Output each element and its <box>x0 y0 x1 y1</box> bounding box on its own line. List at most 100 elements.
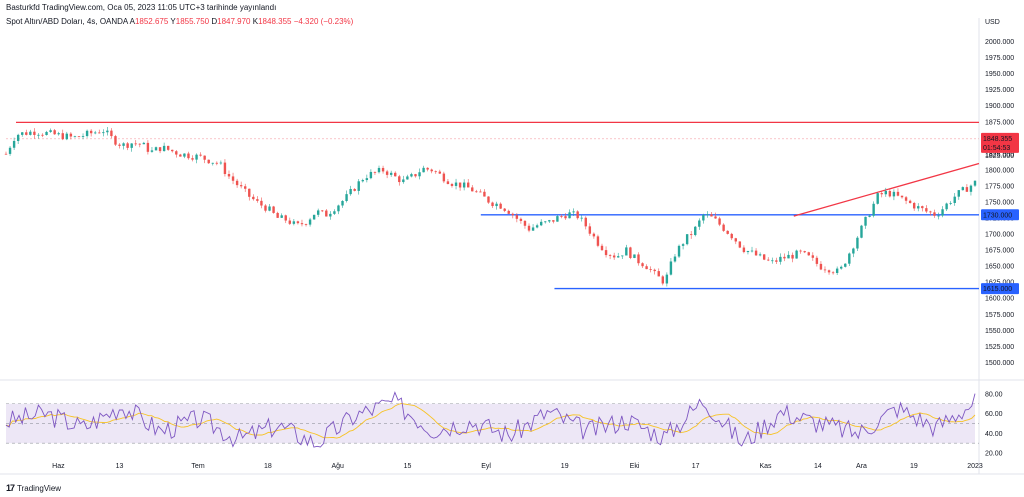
candle-body <box>458 182 462 188</box>
candle-body <box>73 136 77 138</box>
level-label-box <box>981 209 1019 221</box>
price-tick-label: 2000.000 <box>985 39 1014 46</box>
candle-body <box>799 250 802 252</box>
candle-body <box>81 136 85 137</box>
time-tick-label: 19 <box>561 463 569 470</box>
time-tick-label: 14 <box>814 463 822 470</box>
candle-body <box>357 181 360 191</box>
candle-body <box>37 134 40 136</box>
rsi-tick-label: 60.00 <box>985 411 1003 418</box>
time-tick-label: 15 <box>404 463 412 470</box>
candle-body <box>904 197 908 201</box>
candle-body <box>45 131 48 136</box>
candle-body <box>65 133 69 140</box>
candle-body <box>223 162 227 175</box>
candle-body <box>511 213 514 216</box>
candle-body <box>462 182 466 188</box>
time-tick-label: Kas <box>759 463 772 470</box>
candle-body <box>118 144 121 146</box>
candle-body <box>633 254 636 258</box>
candle-body <box>767 259 770 261</box>
candle-body <box>900 195 904 198</box>
candle-body <box>519 218 523 221</box>
price-tick-label: 1650.000 <box>985 264 1014 271</box>
candle-body <box>272 206 275 213</box>
candle-body <box>872 203 875 216</box>
candle-body <box>722 224 725 231</box>
candle-body <box>673 256 677 262</box>
candle-body <box>61 133 64 140</box>
candle-body <box>507 210 510 214</box>
candle-body <box>398 176 401 183</box>
candle-body <box>762 254 766 260</box>
candle-body <box>475 191 478 193</box>
candle-body <box>98 132 101 134</box>
candle-body <box>195 154 198 160</box>
price-tick-label: 1600.000 <box>985 296 1014 303</box>
candle-body <box>227 174 231 177</box>
candle-body <box>539 221 543 226</box>
candle-body <box>25 132 28 135</box>
candle-body <box>681 244 685 246</box>
candle-body <box>308 219 312 225</box>
candle-body <box>852 248 855 254</box>
candle-body <box>414 174 417 177</box>
candle-body <box>568 212 571 219</box>
time-tick-label: Haz <box>52 463 65 470</box>
candle-body <box>33 131 36 135</box>
candle-body <box>580 217 583 219</box>
price-tick-label: 1775.000 <box>985 183 1014 190</box>
candle-body <box>912 202 916 209</box>
candle-body <box>85 130 89 137</box>
time-tick-label: Eyl <box>481 463 491 470</box>
candle-body <box>937 215 940 217</box>
rsi-tick-label: 80.00 <box>985 391 1003 398</box>
candle-body <box>698 220 701 227</box>
candle-body <box>840 266 843 269</box>
candle-body <box>949 202 952 204</box>
candle-body <box>114 136 117 145</box>
candle-body <box>288 220 292 224</box>
candle-body <box>146 142 150 152</box>
candle-body <box>138 143 141 145</box>
candle-body <box>604 250 608 256</box>
candle-body <box>361 180 364 182</box>
candle-body <box>815 257 819 264</box>
candle-body <box>868 215 871 217</box>
candle-body <box>235 180 239 186</box>
candle-body <box>264 205 267 211</box>
time-tick-label: 18 <box>264 463 272 470</box>
close-value: 1848.355 <box>258 17 292 26</box>
candle-body <box>304 224 308 225</box>
candle-body <box>831 272 835 274</box>
candle-body <box>333 211 336 214</box>
candle-body <box>434 171 437 173</box>
time-tick-label: Ağu <box>331 463 344 470</box>
price-tick-label: 1750.000 <box>985 199 1014 206</box>
candle-body <box>187 153 190 159</box>
candle-body <box>134 143 137 145</box>
candle-body <box>706 214 709 216</box>
tradingview-logo-icon: 17 <box>6 483 15 493</box>
rsi-ma-line <box>5 403 976 439</box>
candle-body <box>527 225 531 231</box>
candle-body <box>57 133 60 135</box>
candle-body <box>657 271 660 277</box>
candle-body <box>710 214 713 217</box>
candle-body <box>454 182 458 186</box>
candle-body <box>211 162 214 164</box>
candle-body <box>495 203 498 207</box>
time-tick-label: 17 <box>692 463 700 470</box>
low-label: D <box>211 17 218 26</box>
candle-body <box>535 225 539 228</box>
candle-body <box>49 130 52 132</box>
price-tick-label: 1975.000 <box>985 55 1014 62</box>
candle-body <box>544 221 547 223</box>
candle-body <box>219 162 223 164</box>
candle-body <box>864 216 867 226</box>
candle-body <box>734 238 737 242</box>
candle-body <box>807 252 810 256</box>
candle-body <box>487 196 490 203</box>
candle-body <box>479 191 482 193</box>
